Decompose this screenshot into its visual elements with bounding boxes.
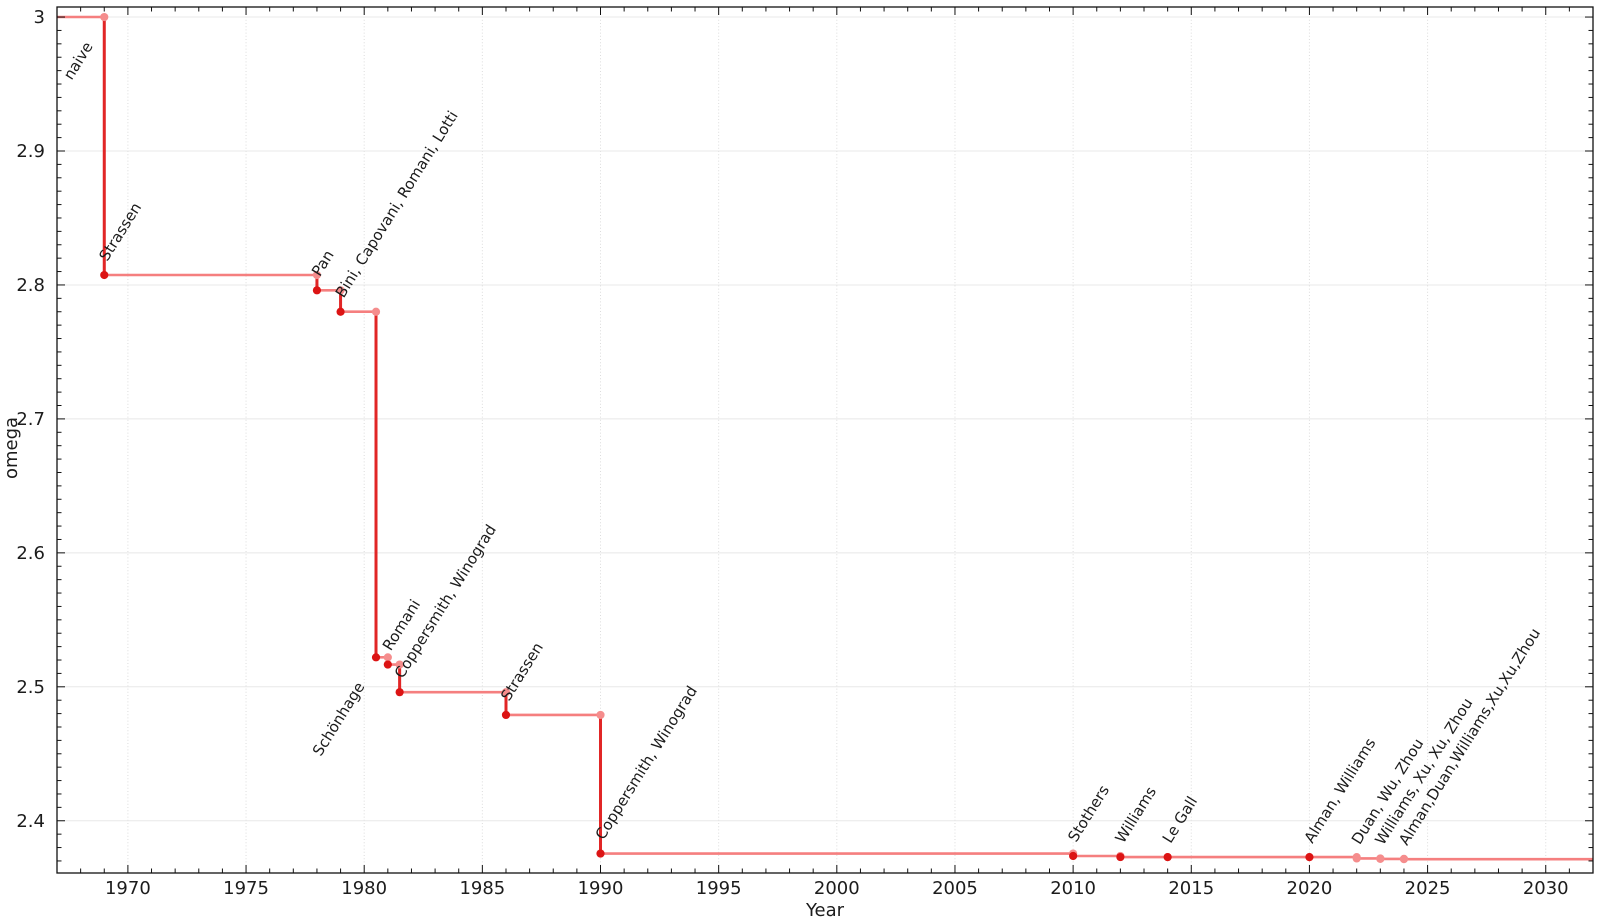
- discovery-point: [1376, 854, 1385, 863]
- discovery-point: [383, 660, 392, 669]
- discovery-point: [100, 270, 109, 280]
- annotation-label: Bini, Capovani, Romani, Lotti: [332, 108, 462, 301]
- x-tick-label: 2025: [1405, 878, 1451, 899]
- x-axis-label: Year: [805, 900, 845, 920]
- axes-frame: 1970 1975 1980 1985 1990 1995 2000 2005 2010 2015…: [16, 6, 1594, 899]
- discovery-point: [1305, 853, 1314, 862]
- x-tick-label: 1975: [223, 878, 269, 899]
- y-tick-label: 2.8: [16, 275, 45, 296]
- discovery-point: [1352, 854, 1361, 863]
- gridlines: [57, 7, 1593, 873]
- y-tick-label: 2.7: [16, 409, 45, 430]
- x-tick-label: 2015: [1168, 878, 1214, 899]
- discovery-point: [1069, 851, 1078, 861]
- annotation-label: naive: [60, 39, 97, 83]
- step-corner-point: [383, 653, 392, 662]
- annotation-label: Strassen: [497, 639, 547, 704]
- plot-frame: [56, 6, 1594, 874]
- x-tick-label: 1970: [105, 878, 151, 899]
- annotation-label: Coppersmith, Winograd: [592, 683, 701, 843]
- discovery-point: [1163, 853, 1172, 862]
- step-corner-point: [312, 270, 322, 280]
- x-tick-label: 2020: [1287, 878, 1333, 899]
- step-corner-point: [100, 12, 109, 22]
- x-tick-label: 1995: [696, 878, 742, 899]
- annotation-label: Schönhage: [309, 679, 368, 759]
- x-tick-label: 2000: [814, 878, 860, 899]
- annotation-label: Williams: [1112, 783, 1161, 846]
- discovery-point: [596, 849, 605, 858]
- discovery-point: [336, 307, 345, 316]
- x-tick-label: 1980: [341, 878, 387, 899]
- discovery-point: [1399, 855, 1409, 864]
- annotation-label: Le Gall: [1159, 793, 1201, 846]
- x-tick-label: 1985: [459, 878, 505, 899]
- step-corner-point: [501, 688, 511, 697]
- discovery-point: [1116, 852, 1125, 862]
- x-tick-label: 1990: [578, 878, 624, 899]
- step-series: [57, 12, 1593, 864]
- y-tick-label: 2.9: [16, 141, 45, 162]
- discovery-point: [312, 286, 322, 295]
- discovery-point: [371, 653, 381, 662]
- y-axis-label: omega: [1, 417, 22, 479]
- discovery-point: [395, 688, 404, 697]
- y-tick-label: 2.6: [16, 543, 45, 564]
- x-tick-label: 2030: [1523, 878, 1569, 899]
- step-corner-point: [395, 660, 404, 669]
- x-tick-label: 2005: [932, 878, 978, 899]
- x-tick-label: 2010: [1050, 878, 1096, 899]
- annotation-label: Alman,Duan,Williams,Xu,Xu,Zhou: [1395, 625, 1544, 848]
- y-tick-label: 2.4: [16, 811, 45, 832]
- y-tick-label: 2.5: [16, 677, 45, 698]
- step-corner-point: [371, 307, 381, 316]
- step-corner-point: [596, 710, 605, 720]
- step-corner-point: [336, 286, 345, 295]
- y-tick-label: 3: [34, 7, 45, 28]
- annotation-label: Stothers: [1064, 782, 1113, 845]
- discovery-point: [501, 710, 511, 720]
- omega-step-line: [57, 15, 1593, 861]
